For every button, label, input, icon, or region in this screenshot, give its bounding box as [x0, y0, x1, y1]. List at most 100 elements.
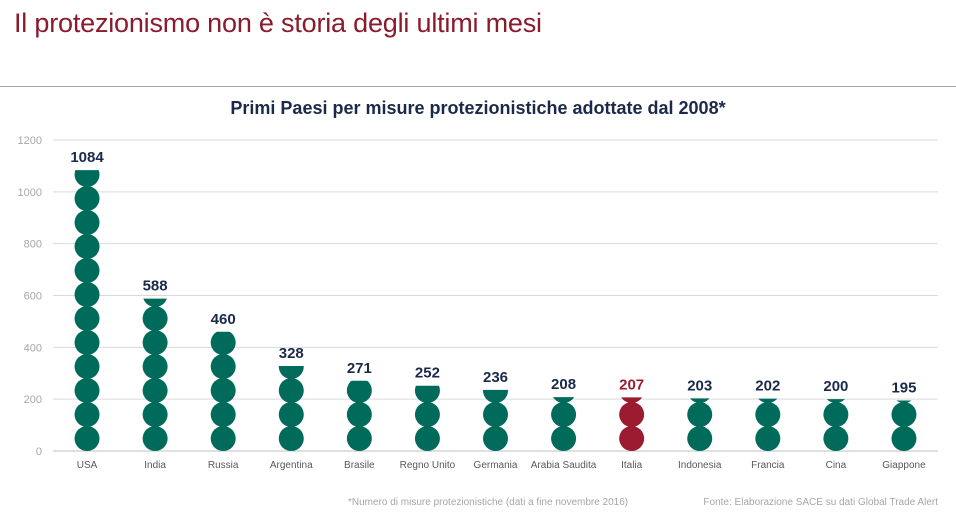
bar-dot — [210, 378, 236, 403]
x-tick-label: Indonesia — [678, 460, 722, 471]
bar-dot — [210, 426, 236, 451]
data-label: 200 — [823, 378, 848, 395]
y-tick-label: 600 — [24, 291, 42, 303]
bar-dot — [896, 400, 912, 403]
bar-russia — [210, 331, 236, 451]
x-tick-label: Arabia Saudita — [531, 460, 597, 471]
bar-dot — [551, 426, 577, 451]
bar-dot — [552, 397, 575, 403]
bar-dot — [414, 402, 440, 427]
y-tick-label: 200 — [24, 394, 42, 406]
bar-dot — [823, 354, 848, 379]
bar-dot — [690, 398, 710, 403]
data-label: 252 — [415, 365, 440, 382]
bar-dot — [483, 389, 508, 403]
source-note: Fonte: Elaborazione SACE su dati Global … — [703, 497, 938, 508]
data-label: 588 — [143, 278, 168, 295]
bar-dot — [619, 426, 645, 451]
x-tick-label: Regno Unito — [400, 460, 456, 471]
bar-dot — [142, 306, 168, 331]
bar-dot — [74, 258, 100, 283]
bar-dot — [621, 397, 643, 403]
x-tick-label: USA — [77, 460, 98, 471]
bar-dot — [826, 399, 845, 403]
bar-regno-unito — [414, 385, 440, 451]
bar-dot — [142, 426, 168, 451]
data-label: 208 — [551, 376, 576, 393]
bar-dot — [74, 186, 100, 211]
bar-dot — [278, 378, 304, 403]
bar-italia — [619, 354, 645, 451]
data-label: 207 — [619, 376, 644, 393]
bar-dot — [74, 210, 100, 235]
bar-dot — [142, 354, 168, 379]
bar-dot — [74, 330, 100, 355]
bars — [74, 170, 917, 451]
bar-dot — [74, 234, 100, 259]
bar-arabia-saudita — [551, 397, 577, 451]
bar-dot — [143, 298, 167, 307]
bar-dot — [755, 426, 781, 451]
data-label: 328 — [279, 345, 304, 362]
x-axis-ticks: USA India Russia Argentina Brasile Regno Unit… — [77, 460, 926, 471]
bar-dot — [891, 426, 917, 451]
data-label: 1084 — [70, 149, 104, 166]
data-label: 202 — [755, 378, 780, 395]
bar-dot — [687, 426, 713, 451]
bar-argentina — [278, 365, 304, 451]
bar-dot — [74, 354, 100, 379]
bar-dot — [687, 402, 713, 427]
bar-indonesia — [687, 354, 713, 451]
bar-dot — [551, 402, 577, 427]
chart-title: Primi Paesi per misure protezionistiche … — [230, 98, 726, 118]
bar-dot — [142, 330, 168, 355]
data-labels: 1084 588 460 328 271 252 236 208 207 203 202 200 195 — [70, 149, 916, 396]
chart: 0 200 400 600 800 1000 1200 USA India Russia Arge… — [18, 135, 938, 471]
x-tick-label: Italia — [621, 460, 643, 471]
bar-dot — [414, 385, 440, 403]
bar-dot — [142, 402, 168, 427]
bar-dot — [823, 402, 849, 427]
bar-dot — [278, 365, 304, 379]
y-axis-ticks: 0 200 400 600 800 1000 1200 — [18, 135, 42, 458]
bar-dot — [891, 354, 916, 379]
data-label: 203 — [687, 377, 712, 394]
x-tick-label: Francia — [751, 460, 785, 471]
y-tick-label: 1200 — [18, 135, 42, 147]
bar-dot — [619, 402, 645, 427]
bar-dot — [74, 170, 100, 187]
data-label: 271 — [347, 360, 372, 377]
bar-usa — [74, 170, 100, 451]
bar-dot — [74, 402, 100, 427]
bar-dot — [346, 402, 372, 427]
footnote: *Numero di misure protezionistiche (dati… — [348, 497, 629, 508]
bar-dot — [823, 426, 849, 451]
y-tick-label: 1000 — [18, 187, 42, 199]
bar-dot — [74, 282, 100, 307]
bar-india — [142, 298, 168, 451]
x-tick-label: Brasile — [344, 460, 375, 471]
bar-cina — [823, 354, 849, 451]
bar-dot — [74, 426, 100, 451]
bar-dot — [210, 402, 236, 427]
x-tick-label: Cina — [826, 460, 847, 471]
bar-dot — [414, 426, 440, 451]
bar-dot — [483, 402, 508, 427]
bar-dot — [758, 398, 778, 403]
bar-dot — [210, 331, 236, 355]
bar-dot — [278, 426, 304, 451]
bar-dot — [755, 402, 781, 427]
y-tick-label: 0 — [36, 446, 42, 458]
bar-dot — [687, 354, 712, 379]
y-tick-label: 400 — [24, 342, 42, 354]
y-tick-label: 800 — [24, 239, 42, 251]
page-title: Il protezionismo non è storia degli ulti… — [14, 8, 542, 38]
bar-dot — [142, 378, 168, 403]
bar-dot — [346, 426, 372, 451]
bar-dot — [619, 354, 644, 379]
bar-dot — [278, 402, 304, 427]
bar-germania — [483, 389, 508, 451]
x-tick-label: Germania — [474, 460, 518, 471]
x-tick-label: Giappone — [882, 460, 926, 471]
bar-dot — [210, 354, 236, 379]
